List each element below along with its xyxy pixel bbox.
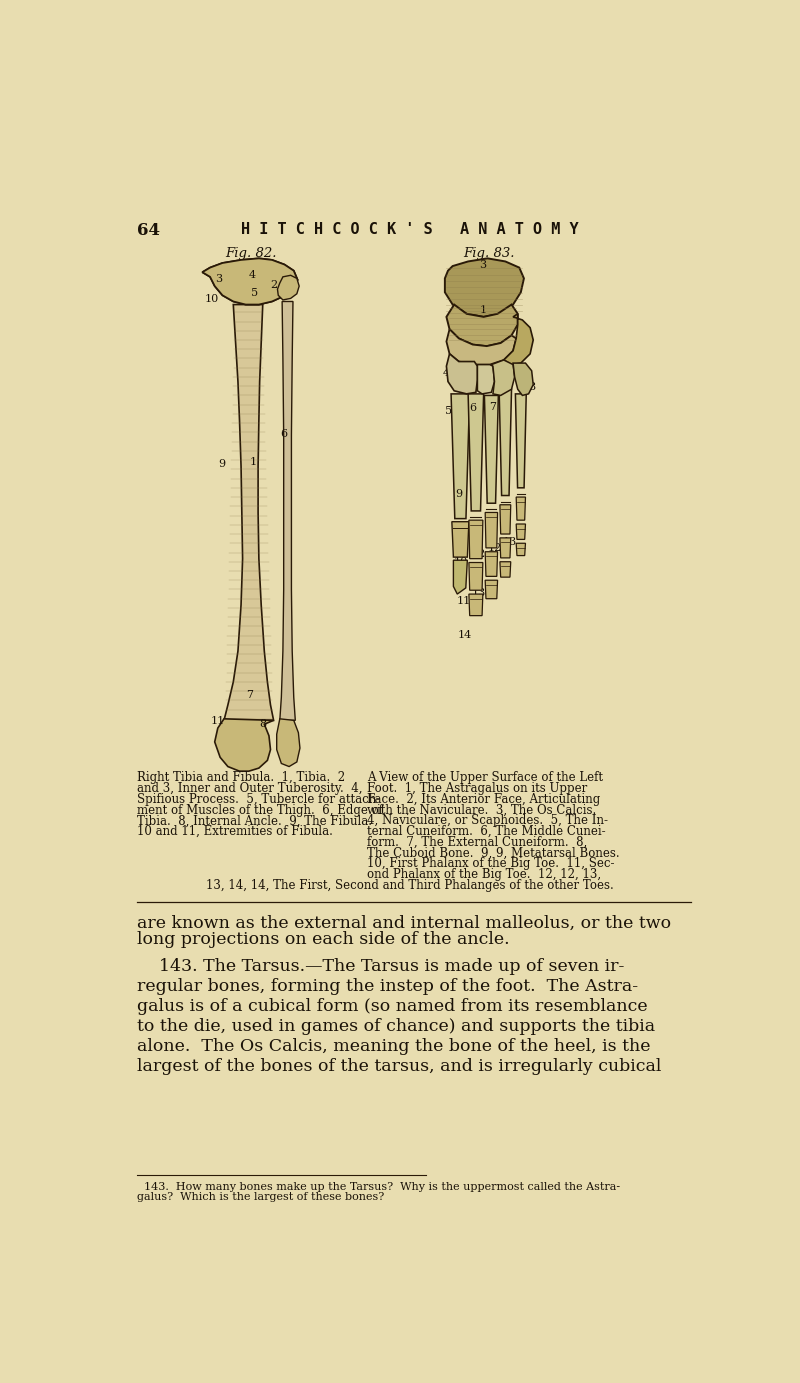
Polygon shape (446, 304, 518, 346)
Text: ment of Muscles of the Thigh.  6, Edge of: ment of Muscles of the Thigh. 6, Edge of (138, 804, 383, 816)
Polygon shape (513, 364, 534, 396)
Text: 10 and 11, Extremities of Fibula.: 10 and 11, Extremities of Fibula. (138, 826, 333, 838)
Text: 64: 64 (138, 223, 160, 239)
Polygon shape (499, 389, 511, 495)
Text: are known as the external and internal malleolus, or the two: are known as the external and internal m… (138, 914, 671, 931)
Text: 4, Naviculare, or Scaphoides.  5, The In-: 4, Naviculare, or Scaphoides. 5, The In- (367, 815, 608, 827)
Text: The Cuboid Bone.  9, 9, Metatarsal Bones.: The Cuboid Bone. 9, 9, Metatarsal Bones. (367, 846, 620, 860)
Text: 13: 13 (472, 588, 486, 597)
Polygon shape (485, 513, 498, 548)
Text: 9: 9 (218, 459, 226, 469)
Polygon shape (500, 561, 510, 577)
Text: ternal Cuneiform.  6, The Middle Cunei-: ternal Cuneiform. 6, The Middle Cunei- (367, 826, 606, 838)
Polygon shape (277, 719, 300, 766)
Text: 1: 1 (250, 456, 257, 467)
Text: 10: 10 (205, 293, 219, 304)
Text: 5: 5 (251, 288, 258, 297)
Text: 13, 14, 14, The First, Second and Third Phalanges of the other Toes.: 13, 14, 14, The First, Second and Third … (206, 880, 614, 892)
Text: 4: 4 (249, 270, 256, 279)
Text: 10: 10 (454, 557, 468, 567)
Text: 5: 5 (445, 407, 452, 416)
Text: 10, First Phalanx of the Big Toe.  11, Sec-: 10, First Phalanx of the Big Toe. 11, Se… (367, 857, 615, 870)
Text: 2: 2 (453, 319, 460, 331)
Text: 3: 3 (479, 260, 486, 270)
Text: 8: 8 (260, 719, 266, 729)
Text: to the die, used in games of chance) and supports the tibia: to the die, used in games of chance) and… (138, 1018, 655, 1034)
Text: 11: 11 (457, 596, 470, 606)
Text: 143.  How many bones make up the Tarsus?  Why is the uppermost called the Astra-: 143. How many bones make up the Tarsus? … (138, 1182, 620, 1192)
Polygon shape (445, 259, 524, 317)
Polygon shape (485, 552, 498, 577)
Polygon shape (224, 304, 274, 721)
Polygon shape (454, 560, 467, 595)
Text: form.  7, The External Cuneiform.  8,: form. 7, The External Cuneiform. 8, (367, 835, 588, 849)
Text: 14: 14 (458, 629, 472, 639)
Polygon shape (468, 394, 484, 510)
Polygon shape (469, 595, 483, 615)
Polygon shape (485, 581, 498, 599)
Polygon shape (278, 275, 299, 300)
Text: Fig. 82.: Fig. 82. (226, 246, 277, 260)
Text: galus?  Which is the largest of these bones?: galus? Which is the largest of these bon… (138, 1192, 385, 1202)
Polygon shape (500, 505, 510, 534)
Text: 11: 11 (211, 716, 225, 726)
Polygon shape (515, 394, 526, 488)
Text: largest of the bones of the tarsus, and is irregularly cubical: largest of the bones of the tarsus, and … (138, 1058, 662, 1075)
Text: and 3, Inner and Outer Tuberosity.  4,: and 3, Inner and Outer Tuberosity. 4, (138, 781, 362, 795)
Text: regular bones, forming the instep of the foot.  The Astra-: regular bones, forming the instep of the… (138, 978, 638, 994)
Text: 7: 7 (246, 690, 253, 700)
Text: Right Tibia and Fibula.  1, Tibia.  2: Right Tibia and Fibula. 1, Tibia. 2 (138, 772, 346, 784)
Polygon shape (202, 259, 298, 304)
Text: 1: 1 (480, 304, 487, 314)
Text: 7: 7 (489, 401, 496, 412)
Polygon shape (214, 719, 274, 772)
Polygon shape (280, 301, 295, 721)
Polygon shape (491, 360, 514, 396)
Polygon shape (446, 329, 516, 365)
Text: with the Naviculare.  3, The Os Calcis.: with the Naviculare. 3, The Os Calcis. (367, 804, 597, 816)
Text: long projections on each side of the ancle.: long projections on each side of the anc… (138, 931, 510, 949)
Text: H I T C H C O C K ' S   A N A T O M Y: H I T C H C O C K ' S A N A T O M Y (241, 223, 579, 236)
Polygon shape (485, 396, 498, 503)
Text: 12: 12 (472, 549, 486, 559)
Text: Tibia.  8, Internal Ancle.  9, The Fibula.: Tibia. 8, Internal Ancle. 9, The Fibula. (138, 815, 372, 827)
Text: Fig. 83.: Fig. 83. (463, 246, 515, 260)
Polygon shape (516, 524, 526, 539)
Polygon shape (202, 259, 298, 304)
Text: 4: 4 (442, 368, 450, 378)
Text: 3: 3 (214, 274, 222, 284)
Text: 6: 6 (469, 402, 476, 414)
Text: 12: 12 (487, 544, 502, 553)
Polygon shape (469, 520, 483, 559)
Polygon shape (516, 496, 526, 520)
Text: 9: 9 (455, 490, 462, 499)
Text: Face.  2, Its Anterior Face, Articulating: Face. 2, Its Anterior Face, Articulating (367, 792, 601, 806)
Polygon shape (446, 354, 478, 394)
Text: galus is of a cubical form (so named from its resemblance: galus is of a cubical form (so named fro… (138, 997, 648, 1015)
Polygon shape (504, 314, 534, 365)
Text: A View of the Upper Surface of the Left: A View of the Upper Surface of the Left (367, 772, 603, 784)
Text: Spifious Process.  5, Tubercle for attach-: Spifious Process. 5, Tubercle for attach… (138, 792, 381, 806)
Text: 6: 6 (280, 429, 287, 440)
Polygon shape (452, 521, 469, 557)
Polygon shape (516, 544, 526, 556)
Text: alone.  The Os Calcis, meaning the bone of the heel, is the: alone. The Os Calcis, meaning the bone o… (138, 1037, 650, 1055)
Text: 8: 8 (529, 382, 536, 391)
Text: ond Phalanx of the Big Toe.  12, 12, 13,: ond Phalanx of the Big Toe. 12, 12, 13, (367, 869, 602, 881)
Text: Foot.  1, The Astragalus on its Upper: Foot. 1, The Astragalus on its Upper (367, 781, 588, 795)
Polygon shape (478, 365, 494, 394)
Text: 143. The Tarsus.—The Tarsus is made up of seven ir-: 143. The Tarsus.—The Tarsus is made up o… (138, 957, 625, 975)
Polygon shape (451, 394, 470, 519)
Text: 2: 2 (270, 279, 278, 290)
Polygon shape (469, 563, 483, 591)
Polygon shape (500, 538, 510, 557)
Text: 13: 13 (503, 537, 518, 548)
